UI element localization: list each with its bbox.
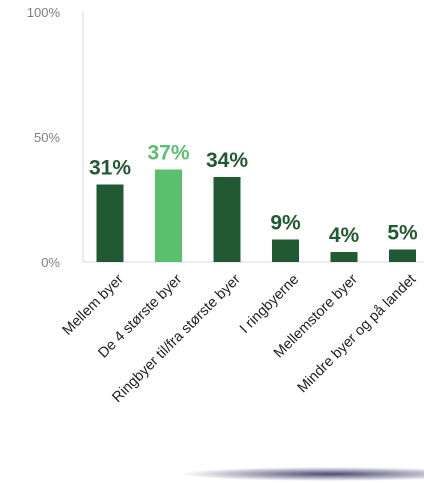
y-tick-label: 50% [34,130,60,145]
data-label: 9% [270,212,301,235]
y-tick-label: 100% [27,5,61,20]
bar [272,239,299,262]
bar [330,252,358,262]
bar [213,177,241,262]
data-label: 34% [206,149,248,172]
bar [389,249,416,262]
data-label: 31% [89,157,131,180]
data-label: 4% [329,224,360,247]
bar [96,184,124,262]
data-label: 5% [387,222,418,245]
decorative-swoosh [180,467,424,481]
category-label: Ringbyer til/fra største byer [109,271,244,406]
category-label: Mindre byer og på landet [295,272,420,397]
y-tick-label: 0% [41,255,60,270]
bar [155,169,182,262]
data-label: 37% [147,142,189,165]
